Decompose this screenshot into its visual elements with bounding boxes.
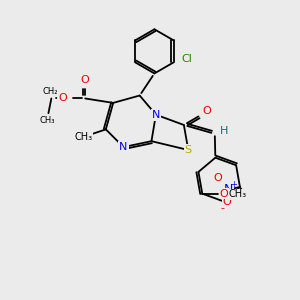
Text: -: -: [221, 203, 225, 213]
Text: CH₃: CH₃: [229, 189, 247, 199]
Text: O: O: [213, 172, 222, 183]
Text: N: N: [152, 110, 160, 120]
Text: O: O: [58, 94, 67, 103]
Text: O: O: [223, 197, 232, 207]
Text: O: O: [219, 189, 228, 199]
Text: CH₃: CH₃: [40, 116, 55, 125]
Text: H: H: [219, 126, 228, 136]
Text: O: O: [81, 75, 90, 85]
Text: +: +: [230, 180, 237, 189]
Text: O: O: [202, 106, 211, 116]
Text: CH₃: CH₃: [75, 132, 93, 142]
Text: S: S: [185, 145, 192, 155]
Text: Cl: Cl: [182, 55, 192, 64]
Text: N: N: [224, 183, 233, 196]
Text: N: N: [119, 142, 128, 152]
Text: CH₂: CH₂: [42, 86, 58, 95]
